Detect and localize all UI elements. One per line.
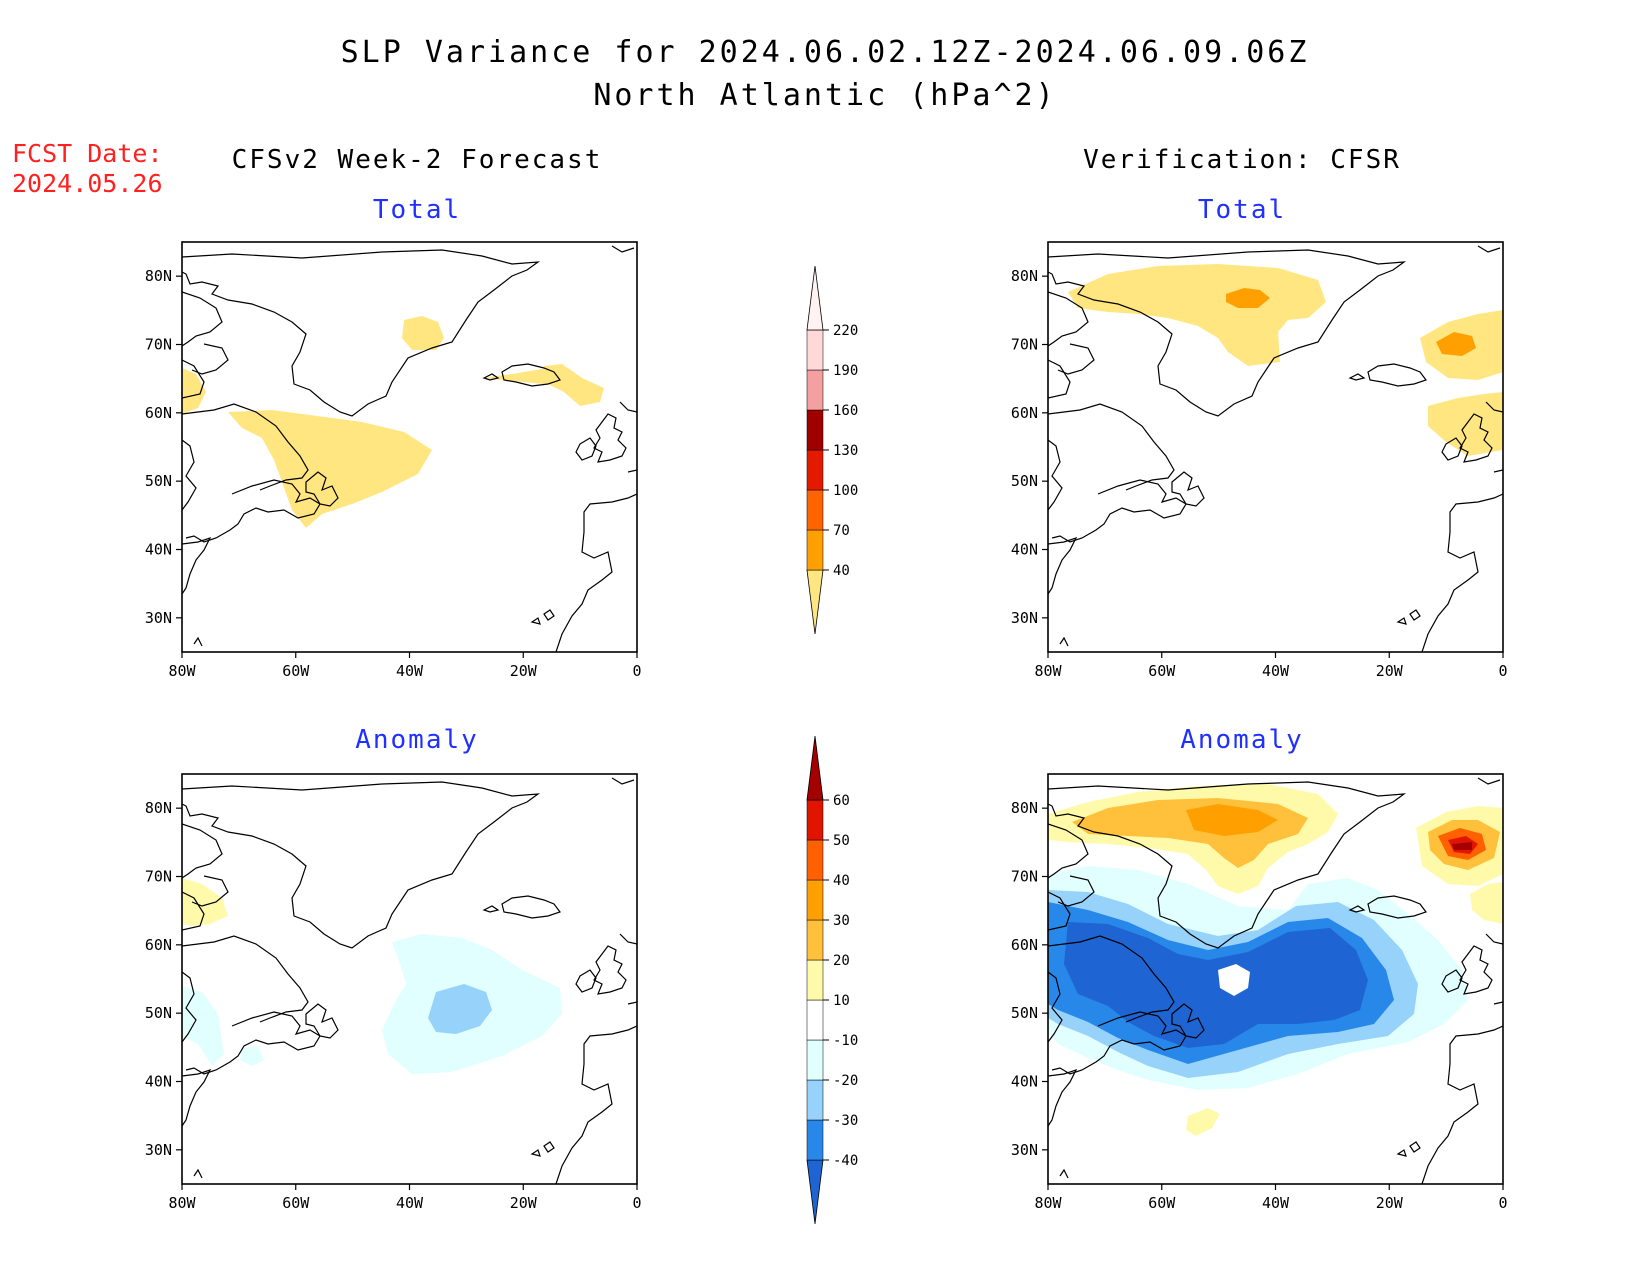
verification-anomaly-label: Anomaly <box>1180 725 1304 755</box>
verification-total-lat-label: 40N <box>1011 541 1038 559</box>
verification-anomaly-lon-label: 60W <box>1148 1194 1176 1212</box>
forecast-total-lat-label: 30N <box>145 609 172 627</box>
forecast-anomaly-lon-label: 40W <box>396 1194 424 1212</box>
verification-total-lat-label: 70N <box>1011 336 1038 354</box>
total-colorbar-swatch <box>806 529 824 571</box>
total-colorbar-swatch <box>806 409 824 451</box>
anomaly-colorbar-swatch <box>806 919 824 961</box>
verification-anomaly-lon-label: 0 <box>1498 1194 1507 1212</box>
forecast-anomaly-lon-label: 20W <box>510 1194 538 1212</box>
verification-total-lat-label: 30N <box>1011 609 1038 627</box>
total-colorbar-label: 100 <box>833 483 858 499</box>
forecast-total-lat-label: 50N <box>145 472 172 490</box>
total-colorbar-label: 70 <box>833 523 850 539</box>
anomaly-colorbar-swatch <box>806 1039 824 1081</box>
total-colorbar-swatch-upper <box>806 265 824 331</box>
forecast-anomaly-lat-label: 30N <box>145 1141 172 1159</box>
verification-total-map <box>1047 241 1504 653</box>
total-colorbar: 40 70 100 130 160 190 220 <box>806 265 858 635</box>
fcst-date-label: FCST Date: <box>12 139 163 168</box>
forecast-total-lat-label: 40N <box>145 541 172 559</box>
anomaly-colorbar-label: 50 <box>833 833 850 849</box>
anomaly-colorbar-swatch-lower <box>806 1159 824 1225</box>
total-colorbar-swatch <box>806 369 824 411</box>
anomaly-colorbar-swatch <box>806 1079 824 1121</box>
forecast-anomaly-lon-label: 60W <box>282 1194 310 1212</box>
verification-anomaly-lat-label: 80N <box>1011 799 1038 817</box>
anomaly-colorbar-label: 60 <box>833 793 850 809</box>
forecast-total-lon-label: 20W <box>510 662 538 680</box>
forecast-anomaly-map <box>181 773 638 1185</box>
total-colorbar-label: 220 <box>833 323 858 339</box>
anomaly-colorbar-swatch <box>806 959 824 1001</box>
fcst-date-value: 2024.05.26 <box>12 169 163 198</box>
anomaly-colorbar-swatch <box>806 879 824 921</box>
total-colorbar-label: 40 <box>833 563 850 579</box>
anomaly-colorbar-label: -10 <box>833 1033 858 1049</box>
total-colorbar-swatch <box>806 329 824 371</box>
verification-anomaly-lat-label: 70N <box>1011 868 1038 886</box>
anomaly-colorbar-swatch <box>806 999 824 1041</box>
anomaly-colorbar: -40 -30 -20 -10 10 20 30 40 50 60 <box>806 735 858 1225</box>
verification-anomaly-lon-label: 80W <box>1034 1194 1062 1212</box>
forecast-anomaly-lat-label: 80N <box>145 799 172 817</box>
anomaly-colorbar-swatch <box>806 1119 824 1161</box>
total-colorbar-label: 190 <box>833 363 858 379</box>
anomaly-colorbar-swatch-upper <box>806 735 824 801</box>
total-colorbar-swatch <box>806 449 824 491</box>
verification-total-label: Total <box>1198 195 1286 225</box>
forecast-total-lon-label: 80W <box>168 662 196 680</box>
anomaly-colorbar-label: -40 <box>833 1153 858 1169</box>
forecast-total-lat-label: 80N <box>145 267 172 285</box>
verification-anomaly-lat-label: 40N <box>1011 1073 1038 1091</box>
forecast-total-label: Total <box>373 195 461 225</box>
verification-anomaly-lat-label: 60N <box>1011 936 1038 954</box>
verification-total-lon-label: 0 <box>1498 662 1507 680</box>
verification-total-lon-label: 40W <box>1262 662 1290 680</box>
right-column-title: Verification: CFSR <box>1083 145 1401 175</box>
verification-anomaly-lon-label: 40W <box>1262 1194 1290 1212</box>
verification-total-lat-label: 50N <box>1011 472 1038 490</box>
forecast-total-lon-label: 0 <box>632 662 641 680</box>
forecast-total-lon-label: 40W <box>396 662 424 680</box>
figure-subtitle: North Atlantic (hPa^2) <box>593 78 1056 113</box>
anomaly-colorbar-label: -20 <box>833 1073 858 1089</box>
anomaly-colorbar-swatch <box>806 839 824 881</box>
anomaly-colorbar-swatch <box>806 799 824 841</box>
anomaly-colorbar-label: -30 <box>833 1113 858 1129</box>
forecast-total-lat-label: 60N <box>145 404 172 422</box>
total-colorbar-swatch <box>806 489 824 531</box>
forecast-anomaly-lat-label: 50N <box>145 1004 172 1022</box>
verification-anomaly-lat-label: 30N <box>1011 1141 1038 1159</box>
verification-total-lon-label: 60W <box>1148 662 1176 680</box>
verification-total-lon-label: 20W <box>1376 662 1404 680</box>
forecast-total-lon-label: 60W <box>282 662 310 680</box>
anomaly-colorbar-label: 30 <box>833 913 850 929</box>
figure-title: SLP Variance for 2024.06.02.12Z-2024.06.… <box>341 35 1310 70</box>
total-colorbar-swatch-lower <box>806 569 824 635</box>
forecast-total-map <box>181 241 638 653</box>
verification-anomaly-map <box>1047 773 1504 1185</box>
anomaly-colorbar-label: 10 <box>833 993 850 1009</box>
verification-total-lat-label: 80N <box>1011 267 1038 285</box>
forecast-anomaly-label: Anomaly <box>355 725 479 755</box>
forecast-anomaly-lon-label: 0 <box>632 1194 641 1212</box>
forecast-anomaly-lat-label: 60N <box>145 936 172 954</box>
verification-total-lat-label: 60N <box>1011 404 1038 422</box>
total-colorbar-label: 130 <box>833 443 858 459</box>
forecast-anomaly-lat-label: 70N <box>145 868 172 886</box>
verification-anomaly-lat-label: 50N <box>1011 1004 1038 1022</box>
verification-anomaly-lon-label: 20W <box>1376 1194 1404 1212</box>
anomaly-colorbar-label: 40 <box>833 873 850 889</box>
forecast-total-lat-label: 70N <box>145 336 172 354</box>
total-colorbar-label: 160 <box>833 403 858 419</box>
forecast-anomaly-lat-label: 40N <box>145 1073 172 1091</box>
axis-ticks: 80N 70N 60N 50N 40N 30N 80W 60W 40W 20W 0 80N 70N 60N… <box>145 267 1508 1212</box>
left-column-title: CFSv2 Week-2 Forecast <box>232 145 603 175</box>
verification-total-lon-label: 80W <box>1034 662 1062 680</box>
forecast-anomaly-lon-label: 80W <box>168 1194 196 1212</box>
anomaly-colorbar-label: 20 <box>833 953 850 969</box>
